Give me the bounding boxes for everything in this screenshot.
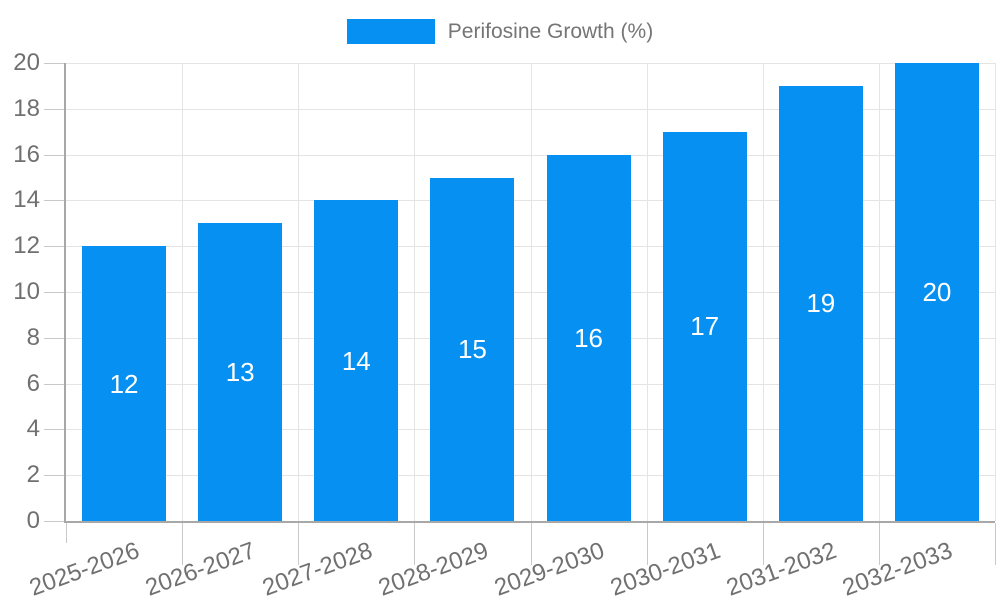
y-tick-label: 14 xyxy=(13,186,40,214)
bar-value-label: 17 xyxy=(690,311,720,342)
x-tick xyxy=(995,523,996,565)
y-tick xyxy=(44,337,65,339)
x-axis-line xyxy=(64,521,995,523)
v-gridline xyxy=(995,63,996,521)
bar[interactable] xyxy=(778,85,863,521)
y-tick xyxy=(44,246,65,248)
v-gridline xyxy=(762,63,764,521)
y-tick-label: 10 xyxy=(13,278,40,305)
v-gridline xyxy=(878,63,880,521)
v-gridline xyxy=(182,63,184,521)
y-tick xyxy=(44,200,65,202)
y-tick-label: 4 xyxy=(26,415,40,443)
bar-value-label: 19 xyxy=(806,288,836,319)
bar[interactable] xyxy=(662,131,747,521)
x-tick xyxy=(414,523,416,565)
v-gridline xyxy=(298,63,300,521)
y-tick-label: 0 xyxy=(26,507,40,534)
x-tick xyxy=(298,523,300,565)
x-tick-label: 2025-2026 xyxy=(26,537,144,600)
y-tick xyxy=(44,63,65,64)
y-tick-label: 8 xyxy=(26,323,40,351)
x-tick xyxy=(762,523,764,565)
x-tick-label: 2032-2033 xyxy=(839,537,957,600)
legend-label: Perifosine Growth (%) xyxy=(447,20,654,43)
x-tick-label: 2027-2028 xyxy=(258,537,376,600)
y-tick xyxy=(44,383,65,385)
x-tick-label: 2028-2029 xyxy=(374,537,492,600)
y-tick-label: 6 xyxy=(26,369,40,397)
legend-color-swatch xyxy=(346,19,435,44)
y-axis-line xyxy=(64,63,66,521)
y-tick xyxy=(44,475,65,477)
bar-value-label: 16 xyxy=(574,322,604,353)
y-tick-label: 20 xyxy=(13,49,40,76)
y-tick xyxy=(44,429,65,431)
bar-value-label: 14 xyxy=(341,345,371,376)
bar[interactable] xyxy=(82,246,167,521)
bar-value-label: 12 xyxy=(109,368,139,399)
y-tick-label: 12 xyxy=(13,232,40,260)
bar-value-label: 20 xyxy=(922,277,952,307)
bar[interactable] xyxy=(546,154,631,521)
y-tick-label: 2 xyxy=(26,461,40,489)
x-tick xyxy=(646,523,648,565)
y-tick xyxy=(44,108,65,110)
y-tick xyxy=(44,154,65,156)
bar-value-label: 13 xyxy=(225,357,255,388)
y-tick-label: 18 xyxy=(13,94,40,122)
x-tick xyxy=(530,523,532,565)
bar[interactable] xyxy=(430,177,515,521)
x-tick-label: 2031-2032 xyxy=(722,537,841,600)
bar-value-label: 15 xyxy=(457,334,487,365)
v-gridline xyxy=(646,63,648,521)
x-tick xyxy=(66,523,67,543)
v-gridline xyxy=(530,63,532,521)
x-tick xyxy=(878,523,880,565)
bar[interactable] xyxy=(314,200,399,521)
x-tick xyxy=(182,523,184,565)
x-tick-label: 2030-2031 xyxy=(606,537,724,600)
x-tick-label: 2026-2027 xyxy=(142,537,260,600)
y-tick xyxy=(44,292,65,293)
legend-item[interactable]: Perifosine Growth (%) xyxy=(0,19,1000,44)
v-gridline xyxy=(414,63,416,521)
y-tick-label: 16 xyxy=(13,140,40,168)
bar[interactable] xyxy=(198,223,283,521)
x-tick-label: 2029-2030 xyxy=(490,537,608,600)
y-tick xyxy=(44,521,65,522)
bar[interactable] xyxy=(894,63,979,521)
